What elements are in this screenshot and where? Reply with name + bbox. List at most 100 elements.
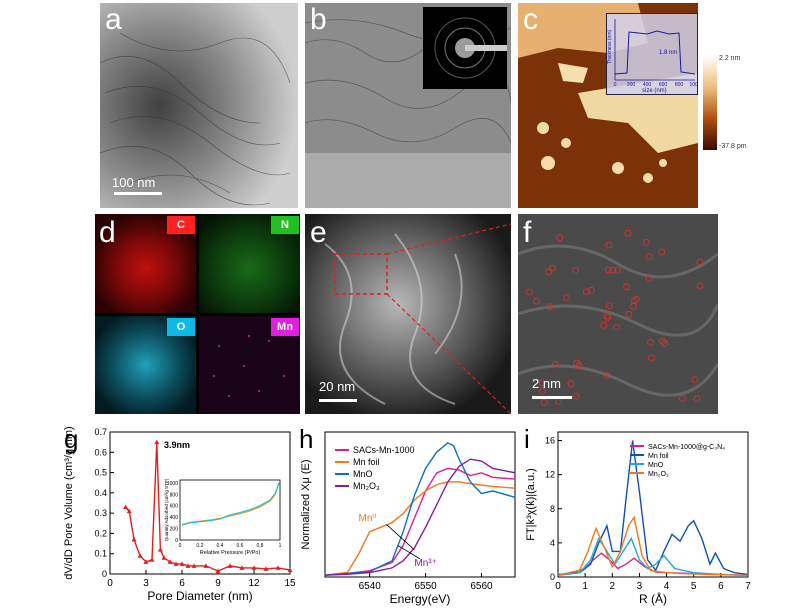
legend-entry: Mn foil (353, 457, 380, 467)
scale-bar-label-a: 100 nm (112, 175, 156, 190)
atom-marker (533, 297, 541, 305)
mn0-arrow (386, 524, 415, 551)
inset-y-tick-label: 0 (175, 538, 178, 544)
x-tick-label: 15 (284, 578, 295, 589)
scale-bar-label-e: 20 nm (319, 379, 356, 394)
stem-texture-e (305, 214, 511, 414)
atom-marker (572, 392, 580, 400)
x-axis-label: R (Å) (639, 591, 667, 606)
y-tick-label: 0 (102, 569, 107, 579)
atom-marker (614, 266, 622, 274)
series-line (557, 515, 749, 576)
data-point (179, 561, 185, 566)
data-point (123, 504, 129, 510)
legend-entry: SACs-Mn-1000 (353, 445, 415, 455)
atom-marker (696, 258, 704, 266)
inset-x-tick-label: 0.6 (237, 543, 244, 549)
x-tick-label: 9 (215, 578, 221, 589)
atom-marker (659, 337, 666, 345)
plot-frame (557, 431, 749, 578)
x-tick-label: 0 (107, 578, 113, 589)
legend-entry: SACs-Mn-1000@g-C₃N₄ (648, 444, 725, 451)
series-line (324, 442, 516, 576)
atom-marker (538, 379, 546, 387)
atom-marker (623, 283, 630, 291)
atom-marker (625, 310, 633, 318)
y-tick-label: 0.5 (94, 468, 107, 478)
atom-marker (603, 312, 611, 320)
atom-marker (540, 398, 548, 406)
panel-label-d: d (99, 216, 116, 249)
legend-entry: Mn₂O₃ (353, 481, 380, 491)
panel-c-afm-image: c 1.8 nm size (nm) Thickness (nm) 0 200 40… (518, 3, 698, 208)
atom-marker (624, 229, 632, 237)
inset-x-tick-label: 1 (279, 543, 282, 549)
saed-inset (423, 7, 507, 89)
afm-xtick: 600 (659, 82, 668, 88)
atomic-texture-f (518, 214, 718, 414)
afm-xtick: 800 (675, 82, 684, 88)
afm-colorbar (703, 55, 717, 150)
atom-marker (567, 380, 575, 388)
afm-inset-xticks: 0 200 400 600 800 1000 (614, 82, 698, 88)
afm-profile-inset: 1.8 nm size (nm) Thickness (nm) 0 200 400 6… (606, 13, 698, 95)
x-tick-label: 6 (718, 581, 724, 592)
data-point (157, 547, 163, 552)
data-point (161, 555, 167, 560)
inset-y-tick-label: 600 (170, 504, 179, 510)
x-tick-label: 12 (248, 578, 260, 589)
afm-xtick: 1000 (689, 82, 697, 88)
data-point (126, 508, 132, 514)
series-line (557, 537, 749, 576)
afm-xtick: 0 (614, 82, 617, 88)
atom-marker (658, 248, 666, 256)
inset-x-tick-label: 0 (179, 543, 182, 549)
series-line (557, 440, 749, 576)
x-tick-label: 7 (745, 581, 751, 592)
inset-x-tick-label: 0.4 (217, 543, 224, 549)
atom-marker (645, 253, 653, 260)
y-tick-label: 16 (545, 436, 555, 446)
data-point (239, 565, 245, 570)
afm-xtick: 200 (627, 82, 636, 88)
atom-marker (696, 282, 704, 290)
x-tick-label: 5 (691, 581, 697, 592)
x-tick-label: 1 (582, 581, 588, 592)
chart-h-xanes: 6540 6550 6560 Energy(eV) Normalized Xμ (E) S… (299, 424, 516, 606)
atom-marker (648, 354, 655, 362)
y-axis-label: dV/dD Pore Volume (cm³/g·nm) (63, 426, 75, 579)
x-tick-label: 6 (179, 578, 185, 589)
data-point (137, 553, 143, 558)
y-tick-label: 0 (550, 572, 555, 582)
atom-marker (612, 323, 620, 331)
y-tick-label: 0.1 (94, 549, 107, 559)
y-tick-label: 0.6 (94, 447, 107, 457)
x-tick-label: 3 (143, 578, 149, 589)
y-tick-label: 0.2 (94, 528, 107, 538)
atom-marker (587, 286, 595, 294)
atom-marker (693, 395, 701, 403)
inset-y-tick-label: 800 (170, 492, 179, 498)
panel-label-g: g (64, 424, 78, 454)
atom-marker (552, 360, 559, 368)
panel-label-c: c (523, 3, 538, 36)
legend-entry: MnO (648, 462, 664, 469)
panel-f-atomic-image: f 2 nm (518, 214, 718, 414)
y-tick-label: 4 (550, 538, 555, 548)
data-point (215, 568, 221, 573)
atom-marker (691, 376, 699, 384)
scale-bar-f (532, 396, 572, 399)
panel-label-i: i (524, 424, 530, 454)
atom-marker (563, 294, 571, 302)
atom-marker (645, 274, 653, 282)
inset-frame (179, 479, 281, 541)
data-point (173, 561, 179, 566)
atom-marker (600, 321, 607, 329)
plot-frame (324, 431, 516, 578)
atom-marker (661, 339, 669, 347)
y-tick-label: 8 (550, 504, 555, 514)
scale-bar-label-f: 2 nm (532, 376, 561, 391)
mn0-annotation: Mn⁰ (359, 513, 377, 524)
inset-x-tick-label: 0.8 (257, 543, 264, 549)
